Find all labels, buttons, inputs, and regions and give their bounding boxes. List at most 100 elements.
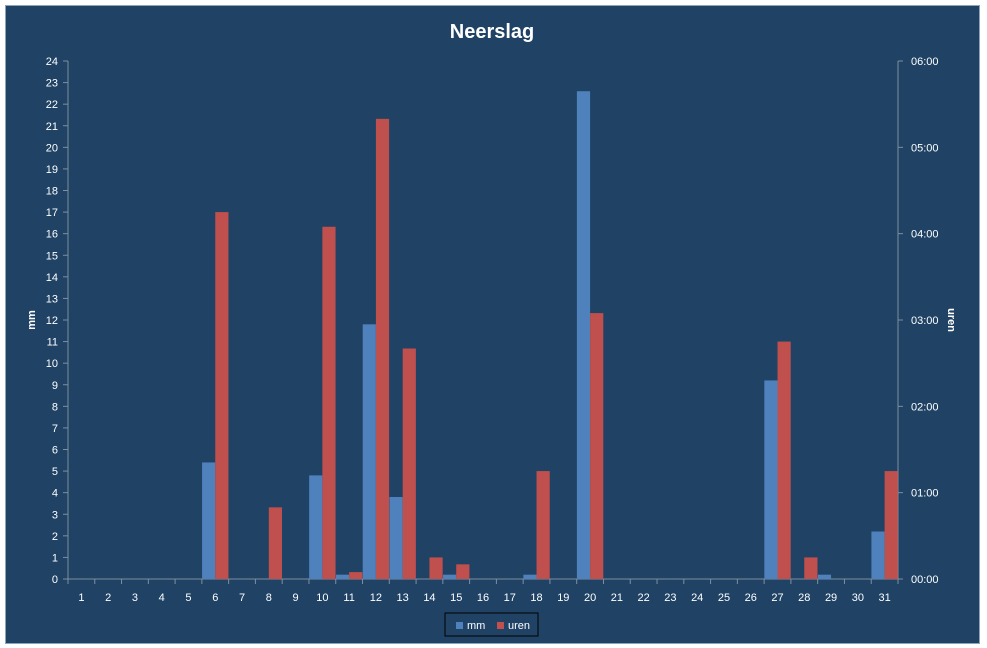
y-tick-label: 14 — [46, 272, 58, 284]
x-tick-label: 12 — [370, 592, 382, 604]
x-tick-label: 26 — [745, 592, 757, 604]
y-tick-label: 2 — [52, 531, 58, 543]
x-tick-label: 30 — [852, 592, 864, 604]
y-tick-label: 8 — [52, 401, 58, 413]
bar-mm — [443, 574, 457, 579]
x-tick-label: 14 — [423, 592, 435, 604]
x-tick-label: 28 — [798, 592, 810, 604]
y-tick-label: 23 — [46, 78, 58, 90]
x-tick-label: 9 — [293, 592, 299, 604]
y-tick-label: 13 — [46, 293, 58, 305]
y2-tick-label: 06:00 — [911, 56, 939, 68]
y2-tick-label: 01:00 — [911, 488, 939, 500]
bar-mm — [389, 496, 403, 579]
y2-tick-label: 04:00 — [911, 229, 939, 241]
bar-uren — [429, 557, 443, 579]
y-tick-label: 6 — [52, 445, 58, 457]
chart-title: Neerslag — [450, 21, 535, 43]
x-tick-label: 27 — [771, 592, 783, 604]
bar-mm — [871, 531, 885, 579]
bar-uren — [884, 471, 898, 579]
y-axis-label: mm — [26, 310, 38, 330]
y2-axis-label: uren — [945, 308, 957, 332]
x-tick-label: 13 — [397, 592, 409, 604]
bar-mm — [362, 324, 376, 579]
y-tick-label: 16 — [46, 229, 58, 241]
legend-label-uren: uren — [508, 620, 530, 632]
tick-labels: 0123456789101112131415161718192021222324… — [46, 56, 939, 604]
bar-uren — [349, 572, 363, 579]
y-tick-label: 20 — [46, 142, 58, 154]
y2-tick-label: 05:00 — [911, 142, 939, 154]
bar-mm — [309, 475, 323, 579]
bar-uren — [402, 348, 416, 579]
x-tick-label: 23 — [664, 592, 676, 604]
y-tick-label: 11 — [47, 337, 58, 349]
x-tick-label: 18 — [530, 592, 542, 604]
y-tick-label: 5 — [52, 466, 58, 478]
bar-mm — [817, 574, 832, 579]
x-tick-label: 19 — [557, 592, 569, 604]
bar-uren — [322, 226, 336, 579]
bar-uren — [456, 564, 470, 579]
x-tick-label: 29 — [825, 592, 837, 604]
y-tick-label: 21 — [46, 121, 58, 133]
y-tick-label: 12 — [46, 315, 58, 327]
x-tick-label: 22 — [638, 592, 650, 604]
y-tick-label: 4 — [52, 488, 58, 500]
bar-uren — [590, 313, 604, 579]
x-tick-label: 24 — [691, 592, 703, 604]
legend-swatch-mm — [456, 622, 463, 629]
y-tick-label: 0 — [52, 574, 58, 586]
bar-mm — [576, 91, 591, 579]
y-tick-label: 10 — [46, 358, 58, 370]
x-tick-label: 31 — [878, 592, 890, 604]
x-tick-label: 11 — [343, 592, 354, 604]
x-tick-label: 7 — [239, 592, 245, 604]
y-tick-label: 15 — [46, 250, 58, 262]
x-tick-label: 20 — [584, 592, 596, 604]
legend: mm uren — [444, 612, 539, 637]
y-tick-label: 7 — [52, 423, 58, 435]
x-tick-label: 15 — [450, 592, 462, 604]
x-tick-label: 16 — [477, 592, 489, 604]
x-tick-label: 21 — [611, 592, 623, 604]
bars — [202, 91, 898, 580]
y2-tick-label: 00:00 — [911, 574, 939, 586]
y-tick-label: 19 — [46, 164, 58, 176]
y2-tick-label: 03:00 — [911, 315, 939, 327]
legend-box — [444, 612, 539, 637]
x-tick-label: 4 — [159, 592, 165, 604]
y-tick-label: 24 — [46, 56, 58, 68]
bar-mm — [202, 462, 216, 579]
bar-mm — [764, 380, 778, 579]
legend-label-mm: mm — [467, 620, 485, 632]
x-tick-label: 1 — [78, 592, 84, 604]
x-tick-label: 5 — [185, 592, 191, 604]
bar-uren — [215, 212, 229, 580]
y-tick-label: 22 — [46, 99, 58, 111]
y-tick-label: 18 — [46, 186, 58, 198]
bar-uren — [804, 557, 818, 579]
x-tick-label: 8 — [266, 592, 272, 604]
bar-uren — [777, 341, 791, 579]
x-tick-label: 25 — [718, 592, 730, 604]
x-tick-label: 10 — [316, 592, 328, 604]
x-tick-label: 2 — [105, 592, 111, 604]
legend-swatch-uren — [497, 622, 504, 629]
bar-uren — [268, 507, 283, 579]
y-tick-label: 1 — [52, 552, 58, 564]
x-tick-label: 6 — [212, 592, 218, 604]
bar-mm — [523, 574, 537, 579]
x-tick-label: 17 — [504, 592, 516, 604]
chart-area — [5, 5, 980, 644]
x-tick-label: 3 — [132, 592, 138, 604]
y-tick-label: 9 — [52, 380, 58, 392]
bar-uren — [536, 471, 550, 579]
bar-uren — [375, 118, 390, 580]
y-tick-label: 17 — [46, 207, 58, 219]
y-tick-label: 3 — [52, 509, 58, 521]
bar-mm — [335, 574, 350, 579]
y2-tick-label: 02:00 — [911, 401, 939, 413]
